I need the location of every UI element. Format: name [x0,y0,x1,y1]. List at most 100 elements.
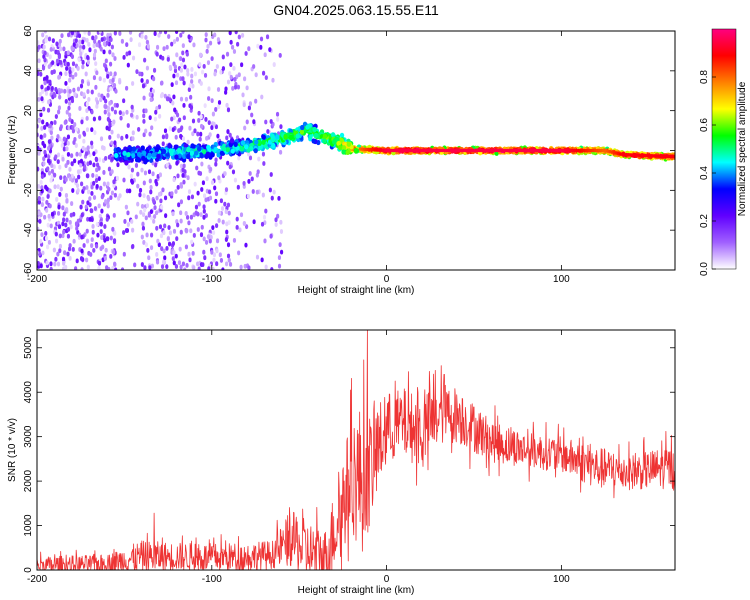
spectrogram-cell [58,192,62,197]
spectrogram-cell [42,156,46,162]
spectrogram-cell [45,186,49,192]
spectrogram-cell [118,193,122,199]
spectrogram-cell [149,232,154,238]
spectrogram-cell [187,189,192,195]
spectrogram-cell [277,196,281,201]
spectrogram-cell [195,165,199,171]
spectrogram-cell [95,42,99,48]
spectrogram-cell [55,41,59,47]
spectrogram-cell [37,184,41,189]
spectrogram-cell [155,105,159,111]
spectrogram-cell [190,143,195,149]
spectrogram-cell [110,169,114,175]
spectrogram-cell [254,98,258,104]
spectrogram-cell [261,192,265,198]
spectrogram-cell [163,31,168,35]
spectrogram-cell [128,31,133,35]
spectrogram-cell [233,141,238,148]
spectrogram-cell [115,175,120,181]
spectrogram-cell [58,164,62,170]
spectrogram-cell [308,134,313,140]
spectrogram-cell [48,79,52,85]
spectrogram-cell [56,251,60,257]
spectrogram-cell [279,124,283,129]
snr-y-ticks: 0 1000 2000 3000 4000 5000 [23,336,675,573]
spectrogram-cell [110,156,114,162]
spectrogram-cell [58,243,63,249]
spectrogram-cell [160,204,164,210]
spectrogram-cell [131,244,135,249]
spectrogram-cell [79,204,83,210]
spectrogram-cell [103,224,107,229]
spectrogram-cell [73,122,77,127]
spectrogram-cell [339,132,345,138]
spectrogram-cell [157,242,161,248]
spectrogram-cell [193,128,197,134]
spectrogram-cell [82,186,86,191]
spectrogram-cell [93,206,98,211]
spectrogram-cell [149,97,153,103]
spectrogram-cell [94,84,98,90]
spectrogram-cell [131,55,136,61]
spectrogram-cell [86,200,90,206]
spectrogram-cell [38,218,42,224]
spectrogram-cell [262,161,266,166]
spectrogram-cell [53,172,57,178]
spectrogram-cell [53,261,57,267]
spectrogram-cell [165,44,169,50]
spectrogram-cell [189,150,195,156]
spectrogram-cell [97,203,101,209]
spectrogram-cell [237,34,241,40]
spectrogram-cell [266,129,270,134]
spectrogram-cell [108,61,113,67]
spectrogram-cell [126,222,130,227]
spectrogram-cell [94,157,99,163]
spectrogram-cell [221,267,225,270]
spectrogram-cell [138,187,143,193]
spectrogram-cell [62,260,66,266]
spectrogram-cell [120,267,125,270]
spectrogram-cell [182,80,186,86]
spectrogram-cell [279,229,284,234]
spectrogram-cell [126,152,131,158]
spectrogram-cell [37,71,40,77]
spectrogram-cell [322,133,328,139]
spectrogram-cell [170,82,174,88]
spectrogram-cell [202,236,206,242]
snr-x-tick-label: -100 [202,574,222,585]
spectrogram-cell [47,139,52,145]
spectrogram-cell [57,224,62,230]
spectrogram-cell [92,247,96,253]
spectrogram-cell [104,98,108,104]
spectrogram-cell [82,92,86,97]
spectrogram-cell [199,232,204,238]
spectrogram-cell [210,152,215,158]
spectrogram-cell [82,130,86,136]
spectrogram-cell [277,255,282,260]
spectrogram-cell [165,162,169,168]
spectrogram-cell [80,119,84,125]
spectrogram-cell [74,221,79,227]
spectrogram-cell [238,227,242,233]
spectrogram-cell [226,79,231,85]
spectrogram-cell [260,257,264,263]
spectrogram-cell [200,161,204,167]
spectrogram-cell [71,188,75,193]
spectrogram-cell [165,134,169,140]
spectrogram-cell [178,246,182,252]
spectrogram-cell [47,170,52,176]
spectrogram-cell [129,37,133,43]
spectrogram-cell [144,128,148,134]
spectrogram-y-ticks: 60 40 20 0 -20 -40 -60 [23,25,675,277]
spectrogram-cell [140,167,144,173]
spectrogram-cell [90,144,94,150]
spectrogram-cell [256,43,260,49]
spectrogram-cell [86,55,90,60]
spectrogram-cell [145,39,150,45]
spectrogram-cell [80,79,85,84]
spectrogram-cell [76,86,81,92]
spectrogram-cell [159,80,164,86]
spectrogram-cell [202,63,206,69]
spectrogram-cell [264,119,268,125]
spectrogram-cell [255,189,259,195]
